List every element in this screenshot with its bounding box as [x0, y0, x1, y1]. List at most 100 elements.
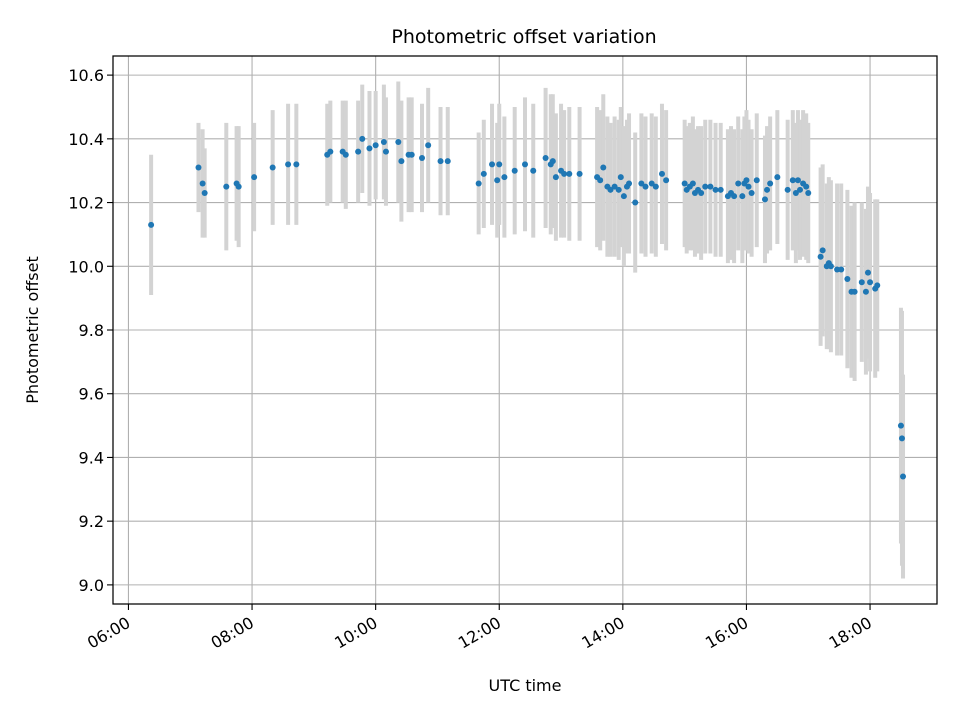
data-point: [658, 170, 665, 177]
data-point: [444, 158, 451, 165]
data-point: [251, 174, 258, 181]
data-point: [293, 161, 300, 168]
data-point: [522, 161, 528, 168]
y-tick-label: 9.0: [79, 576, 104, 595]
data-point: [748, 190, 755, 196]
data-point: [792, 190, 799, 196]
data-point: [797, 186, 804, 193]
data-point: [576, 170, 583, 177]
data-point: [652, 183, 659, 190]
data-point: [851, 288, 858, 295]
data-point: [496, 161, 503, 168]
data-point: [735, 180, 742, 187]
data-point: [327, 148, 334, 155]
data-point: [489, 161, 496, 168]
data-point: [620, 193, 627, 200]
data-point: [767, 180, 774, 187]
data-point: [201, 190, 208, 196]
data-point: [717, 186, 724, 193]
data-point: [638, 180, 645, 187]
data-point: [419, 154, 425, 161]
y-tick-label: 9.6: [79, 385, 104, 404]
data-point: [437, 158, 444, 165]
data-point: [597, 177, 604, 184]
data-point: [761, 196, 768, 203]
data-point: [805, 190, 812, 196]
data-point: [561, 170, 568, 177]
data-point: [611, 183, 618, 190]
data-point: [148, 221, 155, 228]
data-point: [898, 435, 905, 442]
y-tick-label: 9.2: [79, 512, 104, 531]
data-point: [359, 135, 366, 142]
data-point: [874, 282, 881, 289]
x-axis-label: UTC time: [489, 676, 562, 695]
data-point: [199, 180, 206, 187]
data-point: [648, 180, 655, 187]
data-point: [864, 269, 871, 276]
data-point: [600, 164, 607, 171]
data-point: [195, 164, 202, 171]
y-tick-label: 9.8: [79, 321, 104, 340]
data-point: [549, 158, 556, 165]
data-point: [834, 266, 841, 273]
data-point: [844, 276, 851, 283]
data-point: [789, 177, 796, 184]
y-axis-label: Photometric offset: [23, 256, 42, 404]
data-point: [408, 151, 415, 158]
data-point: [731, 193, 738, 200]
data-point: [712, 186, 719, 193]
data-point: [501, 174, 508, 181]
data-point: [794, 177, 801, 184]
data-point: [858, 279, 865, 286]
data-point: [774, 174, 781, 181]
data-point: [681, 180, 688, 187]
y-axis-ticks: 9.0 9.2 9.4 9.6 9.8 10.0 10.2 10.4 10.6: [68, 66, 113, 595]
data-point: [739, 193, 746, 200]
data-point: [223, 183, 230, 190]
data-point: [366, 145, 373, 152]
data-point: [827, 263, 834, 270]
data-point: [511, 167, 518, 174]
y-tick-label: 10.0: [68, 257, 104, 276]
data-point: [395, 139, 402, 146]
data-point: [494, 177, 501, 184]
data-point: [743, 177, 750, 184]
data-point: [803, 183, 810, 190]
data-point: [566, 170, 573, 177]
data-point: [897, 422, 904, 429]
data-point: [552, 174, 559, 181]
data-point: [698, 190, 705, 196]
data-point: [642, 183, 649, 190]
data-points: [148, 135, 907, 480]
data-point: [707, 183, 714, 190]
y-tick-label: 10.6: [68, 66, 104, 85]
data-point: [235, 183, 242, 190]
data-point: [753, 177, 760, 184]
data-point: [285, 161, 292, 168]
data-point: [617, 174, 624, 181]
data-point: [269, 164, 276, 171]
data-point: [355, 148, 362, 155]
data-point: [425, 142, 432, 149]
data-point: [838, 266, 845, 273]
data-point: [480, 170, 487, 177]
data-point: [372, 142, 379, 149]
data-point: [380, 139, 387, 146]
data-point: [398, 158, 405, 165]
data-point: [784, 186, 791, 193]
data-point: [607, 186, 614, 193]
data-point: [626, 180, 633, 187]
data-point: [689, 180, 696, 187]
data-point: [342, 151, 349, 158]
data-point: [542, 154, 549, 161]
y-tick-label: 9.4: [79, 448, 104, 467]
data-point: [764, 186, 771, 193]
data-point: [382, 148, 389, 155]
data-point: [615, 186, 622, 193]
data-point: [819, 247, 826, 254]
y-tick-label: 10.2: [68, 194, 104, 213]
data-point: [475, 180, 482, 187]
chart-title: Photometric offset variation: [391, 26, 656, 48]
